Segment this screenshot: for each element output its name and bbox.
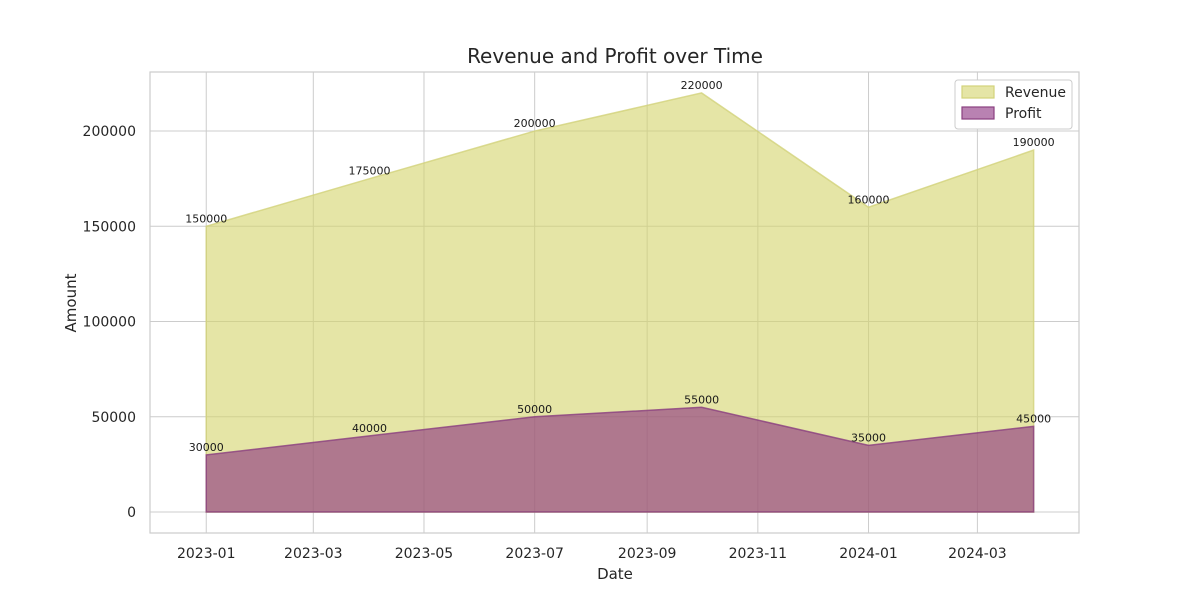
data-label-revenue: 160000 (848, 193, 890, 206)
x-tick-label: 2023-01 (177, 546, 236, 562)
legend-label-revenue: Revenue (1005, 85, 1066, 101)
data-label-revenue: 150000 (185, 212, 227, 225)
data-label-profit: 55000 (684, 393, 719, 406)
legend-swatch-profit (961, 106, 995, 120)
data-label-profit: 45000 (1016, 412, 1051, 425)
legend: Revenue Profit (954, 79, 1073, 130)
x-tick-label: 2024-01 (839, 546, 898, 562)
chart-title: Revenue and Profit over Time (467, 44, 763, 68)
x-tick-label: 2023-05 (395, 546, 454, 562)
legend-label-profit: Profit (1005, 106, 1042, 122)
y-tick-label: 150000 (83, 219, 136, 235)
data-label-profit: 40000 (352, 422, 387, 435)
y-tick-label: 100000 (83, 315, 136, 331)
y-tick-label: 200000 (83, 124, 136, 140)
area-profit (205, 406, 1035, 513)
y-tick-labels: 0 50000 100000 150000 200000 (83, 124, 136, 521)
x-axis-label: Date (597, 565, 633, 583)
y-tick-label: 50000 (91, 410, 136, 426)
data-labels: 150000 175000 200000 220000 160000 190000 3000… (185, 79, 1054, 454)
data-label-revenue: 200000 (514, 117, 556, 130)
x-tick-label: 2024-03 (948, 546, 1007, 562)
x-tick-label: 2023-07 (505, 546, 564, 562)
y-tick-label: 0 (127, 505, 136, 521)
area-revenue (205, 92, 1035, 513)
y-axis-label: Amount (62, 273, 80, 332)
series-areas (205, 92, 1035, 513)
data-label-profit: 30000 (189, 441, 224, 454)
legend-swatch-revenue (961, 85, 995, 99)
data-label-profit: 50000 (517, 403, 552, 416)
x-tick-label: 2023-11 (729, 546, 788, 562)
x-tick-label: 2023-03 (284, 546, 343, 562)
x-tick-labels: 2023-01 2023-03 2023-05 2023-07 2023-09 2023-… (177, 546, 1007, 562)
data-label-profit: 35000 (851, 431, 886, 444)
data-label-revenue: 175000 (349, 165, 391, 178)
data-label-revenue: 220000 (681, 79, 723, 92)
data-label-revenue: 190000 (1013, 136, 1055, 149)
x-tick-label: 2023-09 (618, 546, 677, 562)
